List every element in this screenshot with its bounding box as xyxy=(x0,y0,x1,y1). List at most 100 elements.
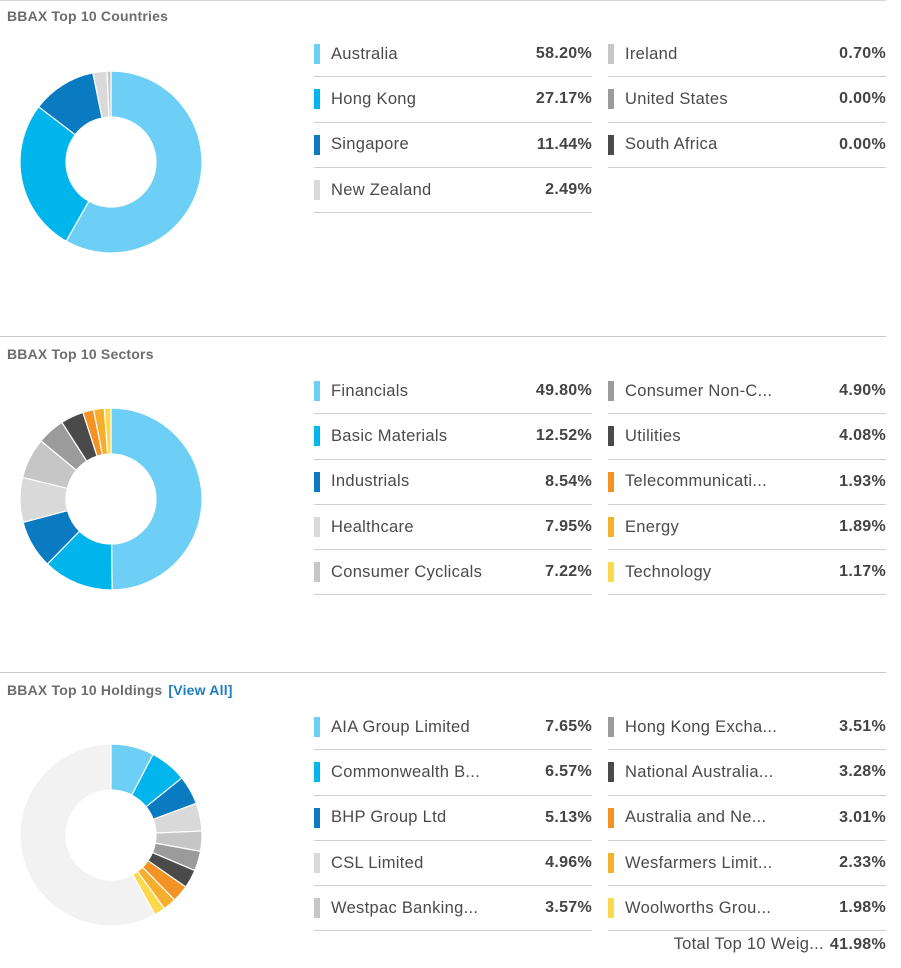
legend-swatch xyxy=(608,44,614,65)
legend-value: 3.51% xyxy=(839,718,886,736)
holdings-legend-right: Hong Kong Excha... 3.51% National Australi… xyxy=(608,705,886,932)
legend-label: Westpac Banking... xyxy=(331,898,479,917)
sectors-legend-row: Utilities 4.08% xyxy=(608,414,886,460)
legend-label: Telecommunicati... xyxy=(625,472,768,491)
holdings-title: BBAX Top 10 Holdings xyxy=(7,682,163,698)
legend-value: 11.44% xyxy=(536,135,592,153)
legend-swatch xyxy=(608,562,614,583)
holdings-legend-row: AIA Group Limited 7.65% xyxy=(314,705,592,751)
legend-swatch xyxy=(314,381,320,402)
legend-swatch xyxy=(314,717,320,738)
legend-value: 3.28% xyxy=(839,763,886,781)
legend-swatch xyxy=(608,426,614,447)
legend-label: Commonwealth B... xyxy=(331,762,481,781)
top-divider xyxy=(0,0,886,1)
sectors-title: BBAX Top 10 Sectors xyxy=(7,346,154,362)
legend-swatch xyxy=(314,471,320,492)
legend-label: Woolworths Grou... xyxy=(625,898,772,917)
holdings-total: Total Top 10 Weig... 41.98% xyxy=(608,935,886,954)
holdings-legend-row: Australia and Ne... 3.01% xyxy=(608,796,886,841)
legend-label: Australia xyxy=(331,44,398,63)
sectors-legend-left: Financials 49.80% Basic Materials 12.52% Ind… xyxy=(314,369,592,596)
legend-swatch xyxy=(314,853,320,874)
legend-swatch xyxy=(314,134,320,155)
legend-swatch xyxy=(314,44,320,65)
countries-legend-row: South Africa 0.00% xyxy=(608,123,886,168)
view-all-link[interactable]: [View All] xyxy=(168,682,233,698)
legend-swatch xyxy=(608,717,614,738)
legend-swatch xyxy=(608,853,614,874)
legend-value: 7.95% xyxy=(545,518,592,536)
legend-value: 4.90% xyxy=(839,382,886,400)
legend-swatch xyxy=(314,89,320,110)
legend-label: Consumer Cyclicals xyxy=(331,562,483,581)
legend-label: BHP Group Ltd xyxy=(331,808,447,827)
legend-label: Utilities xyxy=(625,426,681,445)
legend-swatch xyxy=(608,807,614,828)
legend-value: 27.17% xyxy=(535,90,592,108)
holdings-legend-row: Commonwealth B... 6.57% xyxy=(314,750,592,796)
holdings-title-row: BBAX Top 10 Holdings [View All] xyxy=(7,682,233,698)
legend-label: South Africa xyxy=(625,135,718,154)
legend-swatch xyxy=(314,517,320,538)
legend-swatch xyxy=(608,898,614,919)
countries-title: BBAX Top 10 Countries xyxy=(7,8,169,24)
countries-legend-row: United States 0.00% xyxy=(608,77,886,123)
sectors-legend-row: Consumer Cyclicals 7.22% xyxy=(314,550,592,596)
legend-value: 12.52% xyxy=(535,427,592,445)
countries-legend-row: Australia 58.20% xyxy=(314,32,592,78)
legend-label: Industrials xyxy=(331,472,410,491)
countries-legend-row: Hong Kong 27.17% xyxy=(314,77,592,123)
sectors-donut-chart xyxy=(19,407,203,591)
legend-value: 7.65% xyxy=(545,718,592,736)
legend-swatch xyxy=(608,471,614,492)
legend-value: 58.20% xyxy=(535,45,592,63)
legend-swatch xyxy=(314,562,320,583)
legend-swatch xyxy=(314,180,320,201)
sectors-legend-row: Energy 1.89% xyxy=(608,505,886,551)
legend-label: Hong Kong xyxy=(331,89,417,108)
holdings-legend-row: CSL Limited 4.96% xyxy=(314,841,592,887)
legend-label: Basic Materials xyxy=(331,426,448,445)
legend-swatch xyxy=(314,898,320,919)
sectors-panel: BBAX Top 10 Sectors Financials 49.80% Basi… xyxy=(0,336,886,666)
legend-label: Technology xyxy=(625,562,712,581)
total-value: 41.98% xyxy=(829,935,886,953)
countries-legend-row: Ireland 0.70% xyxy=(608,32,886,78)
legend-swatch xyxy=(314,426,320,447)
legend-swatch xyxy=(608,517,614,538)
countries-legend-row: Singapore 11.44% xyxy=(314,123,592,168)
sectors-legend-row: Healthcare 7.95% xyxy=(314,505,592,551)
legend-label: National Australia... xyxy=(625,762,774,781)
countries-legend-right: Ireland 0.70% United States 0.00% South Afri… xyxy=(608,32,886,168)
countries-panel: BBAX Top 10 Countries Australia 58.20% Hon… xyxy=(0,0,886,330)
legend-swatch xyxy=(608,134,614,155)
sectors-donut-slice xyxy=(103,407,112,455)
legend-value: 1.93% xyxy=(839,472,886,490)
legend-label: Australia and Ne... xyxy=(625,808,767,827)
holdings-panel: BBAX Top 10 Holdings [View All] AIA Group… xyxy=(0,672,886,968)
sectors-legend-row: Industrials 8.54% xyxy=(314,460,592,505)
legend-swatch xyxy=(314,807,320,828)
legend-value: 0.00% xyxy=(839,90,886,108)
legend-value: 4.08% xyxy=(839,427,886,445)
legend-value: 2.33% xyxy=(839,854,886,872)
legend-swatch xyxy=(314,762,320,783)
legend-value: 1.17% xyxy=(839,563,886,581)
holdings-legend-row: National Australia... 3.28% xyxy=(608,750,886,796)
legend-value: 6.57% xyxy=(545,763,592,781)
holdings-legend-row: Hong Kong Excha... 3.51% xyxy=(608,705,886,751)
sectors-legend-right: Consumer Non-C... 4.90% Utilities 4.08% Tele… xyxy=(608,369,886,596)
legend-value: 1.98% xyxy=(839,899,886,917)
legend-label: Healthcare xyxy=(331,517,414,536)
legend-label: United States xyxy=(625,89,728,108)
holdings-legend-row: Wesfarmers Limit... 2.33% xyxy=(608,841,886,887)
legend-value: 3.01% xyxy=(839,808,886,826)
sectors-legend-row: Technology 1.17% xyxy=(608,550,886,596)
legend-value: 8.54% xyxy=(545,472,592,490)
holdings-legend-row: Westpac Banking... 3.57% xyxy=(314,886,592,932)
legend-value: 1.89% xyxy=(839,518,886,536)
legend-label: CSL Limited xyxy=(331,853,424,872)
countries-legend-left: Australia 58.20% Hong Kong 27.17% Singapore 1… xyxy=(314,32,592,214)
legend-swatch xyxy=(608,89,614,110)
